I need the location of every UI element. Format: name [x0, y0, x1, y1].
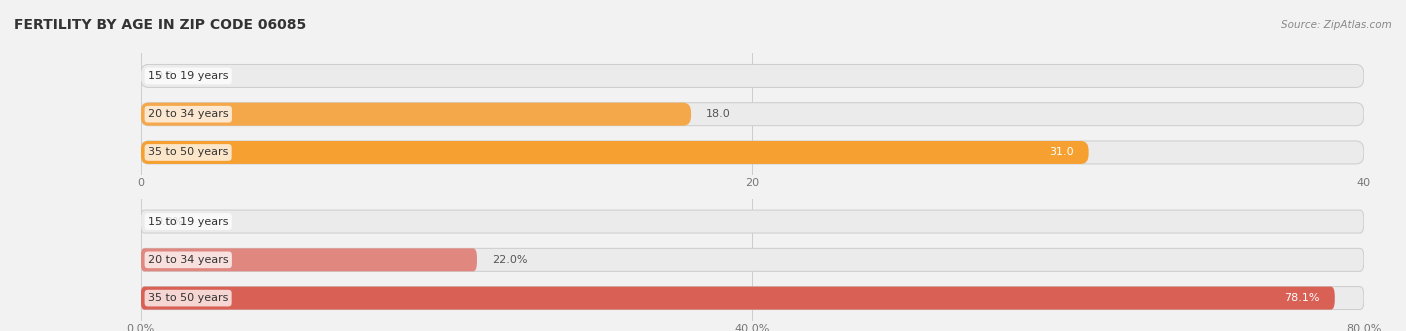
Text: 0.0: 0.0	[155, 71, 173, 81]
Text: 20 to 34 years: 20 to 34 years	[148, 109, 229, 119]
FancyBboxPatch shape	[141, 248, 477, 271]
Text: 78.1%: 78.1%	[1285, 293, 1320, 303]
FancyBboxPatch shape	[141, 141, 1364, 164]
Text: 15 to 19 years: 15 to 19 years	[148, 71, 228, 81]
FancyBboxPatch shape	[141, 103, 1364, 126]
FancyBboxPatch shape	[141, 287, 1364, 309]
Text: 22.0%: 22.0%	[492, 255, 527, 265]
FancyBboxPatch shape	[141, 141, 1088, 164]
FancyBboxPatch shape	[141, 65, 1364, 87]
FancyBboxPatch shape	[141, 103, 692, 126]
Text: 35 to 50 years: 35 to 50 years	[148, 148, 228, 158]
Text: 15 to 19 years: 15 to 19 years	[148, 216, 228, 226]
Text: Source: ZipAtlas.com: Source: ZipAtlas.com	[1281, 20, 1392, 30]
Text: 20 to 34 years: 20 to 34 years	[148, 255, 229, 265]
FancyBboxPatch shape	[141, 248, 1364, 271]
FancyBboxPatch shape	[141, 210, 1364, 233]
Text: FERTILITY BY AGE IN ZIP CODE 06085: FERTILITY BY AGE IN ZIP CODE 06085	[14, 18, 307, 32]
Text: 18.0: 18.0	[706, 109, 731, 119]
FancyBboxPatch shape	[141, 287, 1334, 309]
Text: 35 to 50 years: 35 to 50 years	[148, 293, 228, 303]
Text: 31.0: 31.0	[1049, 148, 1074, 158]
Text: 0.0%: 0.0%	[155, 216, 184, 226]
